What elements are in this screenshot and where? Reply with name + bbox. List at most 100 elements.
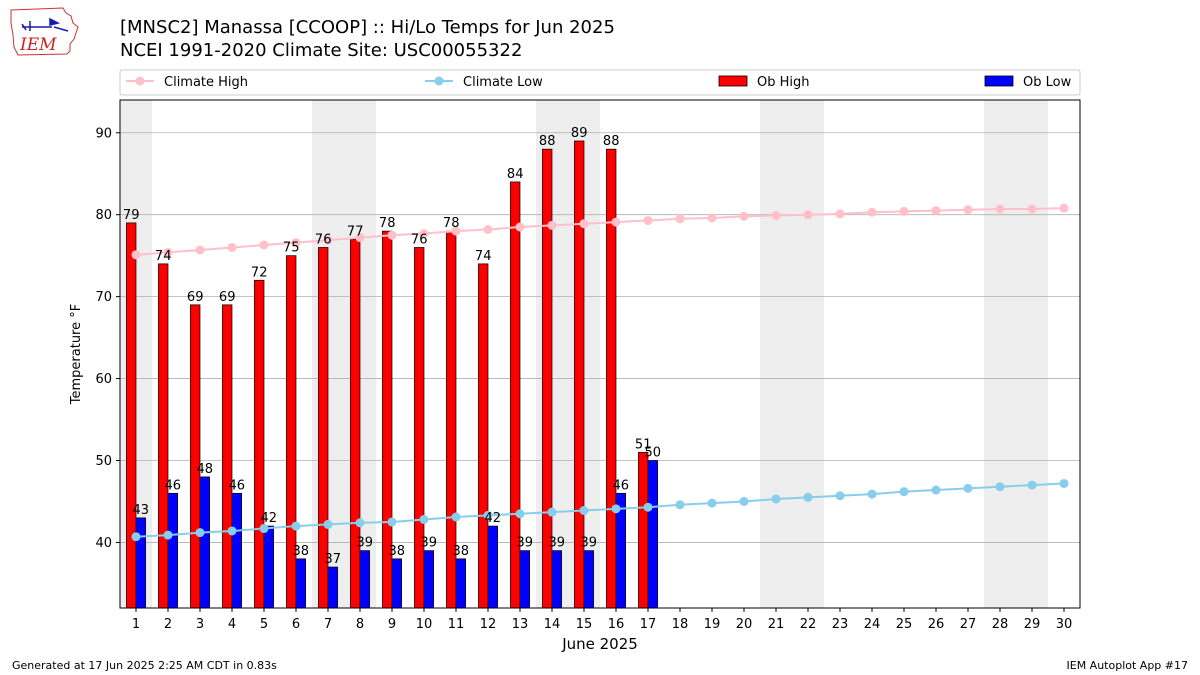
x-axis-label: June 2025: [561, 635, 638, 653]
x-tick-label-20: 20: [736, 617, 753, 632]
climate-high-point-day-11: [451, 226, 461, 236]
x-tick-label-13: 13: [512, 617, 529, 632]
ob-high-label-day-16: 88: [603, 134, 620, 149]
ob-high-bar-day-4: [222, 304, 233, 609]
ob-low-label-day-7: 37: [325, 552, 342, 567]
climate-high-point-day-2: [163, 247, 173, 257]
climate-low-point-day-9: [387, 517, 397, 527]
ob-low-label-day-13: 39: [517, 536, 534, 551]
y-tick-label-40: 40: [95, 536, 112, 551]
x-tick-label-26: 26: [928, 617, 945, 632]
generated-timestamp: Generated at 17 Jun 2025 2:25 AM CDT in …: [12, 659, 277, 672]
ob-low-label-day-15: 39: [581, 536, 598, 551]
iowa-outline-icon: [10, 7, 79, 56]
climate-high-point-day-25: [899, 206, 909, 216]
x-tick-label-1: 1: [132, 617, 140, 632]
climate-low-point-day-18: [675, 500, 685, 510]
ob-high-label-day-12: 74: [475, 249, 492, 264]
weekend-shade-day-28: [984, 100, 1016, 608]
ob-high-label-day-7: 76: [315, 232, 332, 247]
climate-high-point-day-6: [291, 238, 301, 248]
logo-text: IEM: [19, 35, 57, 55]
climate-low-point-day-19: [707, 498, 717, 508]
ob-high-label-day-15: 89: [571, 126, 588, 141]
chart-title: [MNSC2] Manassa [CCOOP] :: Hi/Lo Temps f…: [120, 17, 615, 38]
climate-high-point-day-29: [1027, 204, 1037, 214]
ob-low-bar-day-15: [583, 550, 594, 609]
x-tick-label-7: 7: [324, 617, 332, 632]
ob-high-bar-day-8: [350, 238, 361, 609]
climate-low-point-day-24: [867, 489, 877, 499]
x-tick-label-25: 25: [896, 617, 913, 632]
plot-frame: [119, 99, 1081, 609]
ob-low-bar-day-6: [295, 558, 306, 609]
ob-low-bar-day-12: [487, 525, 498, 609]
climate-low-point-day-22: [803, 492, 813, 502]
ob-low-label-day-5: 42: [261, 511, 278, 526]
legend-ob-high-swatch: [718, 75, 748, 87]
ob-low-label-day-14: 39: [549, 536, 566, 551]
climate-low-point-day-25: [899, 487, 909, 497]
climate-high-point-day-8: [355, 233, 365, 243]
ob-low-label-day-4: 46: [229, 478, 246, 493]
climate-low-point-day-14: [547, 507, 557, 517]
x-tick-label-22: 22: [800, 617, 817, 632]
climate-low-point-day-29: [1027, 480, 1037, 490]
climate-low-point-day-3: [195, 528, 205, 538]
x-tick-label-17: 17: [640, 617, 657, 632]
legend-box: [119, 69, 1081, 96]
climate-high-point-day-3: [195, 245, 205, 255]
x-tick-label-29: 29: [1024, 617, 1041, 632]
ob-low-bar-day-13: [519, 550, 530, 609]
climate-high-point-day-27: [963, 205, 973, 215]
legend-climate-high-label: Climate High: [164, 75, 248, 90]
x-tick-label-5: 5: [260, 617, 268, 632]
ob-low-bar-day-2: [167, 492, 178, 609]
ob-low-bar-day-11: [455, 558, 466, 609]
climate-lines: [131, 203, 1069, 542]
climate-high-point-day-23: [835, 209, 845, 219]
ob-high-label-day-9: 78: [379, 216, 396, 231]
x-tick-label-6: 6: [292, 617, 300, 632]
x-tick-label-2: 2: [164, 617, 172, 632]
grid-lines: [120, 132, 1080, 543]
ob-high-bar-day-5: [254, 279, 265, 609]
climate-high-point-day-16: [611, 217, 621, 227]
climate-high-point-day-1: [131, 250, 141, 260]
ob-low-label-day-10: 39: [421, 536, 438, 551]
ob-low-bar-day-10: [423, 550, 434, 609]
climate-low-point-day-11: [451, 512, 461, 522]
ob-low-label-day-1: 43: [133, 503, 150, 518]
x-tick-label-24: 24: [864, 617, 881, 632]
ob-low-label-day-17: 50: [645, 446, 662, 461]
ob-low-bar-day-14: [551, 550, 562, 609]
weather-station-icon: [21, 17, 69, 32]
climate-low-point-day-28: [995, 482, 1005, 492]
chart-subtitle: NCEI 1991-2020 Climate Site: USC00055322: [120, 40, 523, 61]
climate-low-point-day-26: [931, 485, 941, 495]
climate-low-point-day-5: [259, 524, 269, 534]
climate-high-point-day-17: [643, 215, 653, 225]
ob-low-label-day-8: 39: [357, 536, 374, 551]
ob-low-label-day-3: 48: [197, 462, 214, 477]
climate-low-point-day-12: [483, 510, 493, 520]
climate-low-line: [135, 482, 1065, 538]
climate-low-point-day-30: [1059, 478, 1069, 488]
climate-low-point-day-15: [579, 505, 589, 515]
weekend-shade-day-22: [792, 100, 824, 608]
x-tick-label-10: 10: [416, 617, 433, 632]
ob-high-bar-day-10: [414, 247, 425, 609]
weekend-shade-day-29: [1016, 100, 1048, 608]
climate-low-point-day-27: [963, 483, 973, 493]
ob-high-label-day-5: 72: [251, 265, 268, 280]
ob-high-label-day-17: 51: [635, 437, 652, 452]
x-tick-label-23: 23: [832, 617, 849, 632]
ob-high-label-day-1: 79: [123, 208, 140, 223]
ob-low-bar-day-8: [359, 550, 370, 609]
ob-high-label-day-4: 69: [219, 290, 236, 305]
climate-high-point-day-22: [803, 210, 813, 220]
climate-high-point-day-9: [387, 230, 397, 240]
y-tick-label-90: 90: [95, 126, 112, 141]
y-tick-label-70: 70: [95, 290, 112, 305]
